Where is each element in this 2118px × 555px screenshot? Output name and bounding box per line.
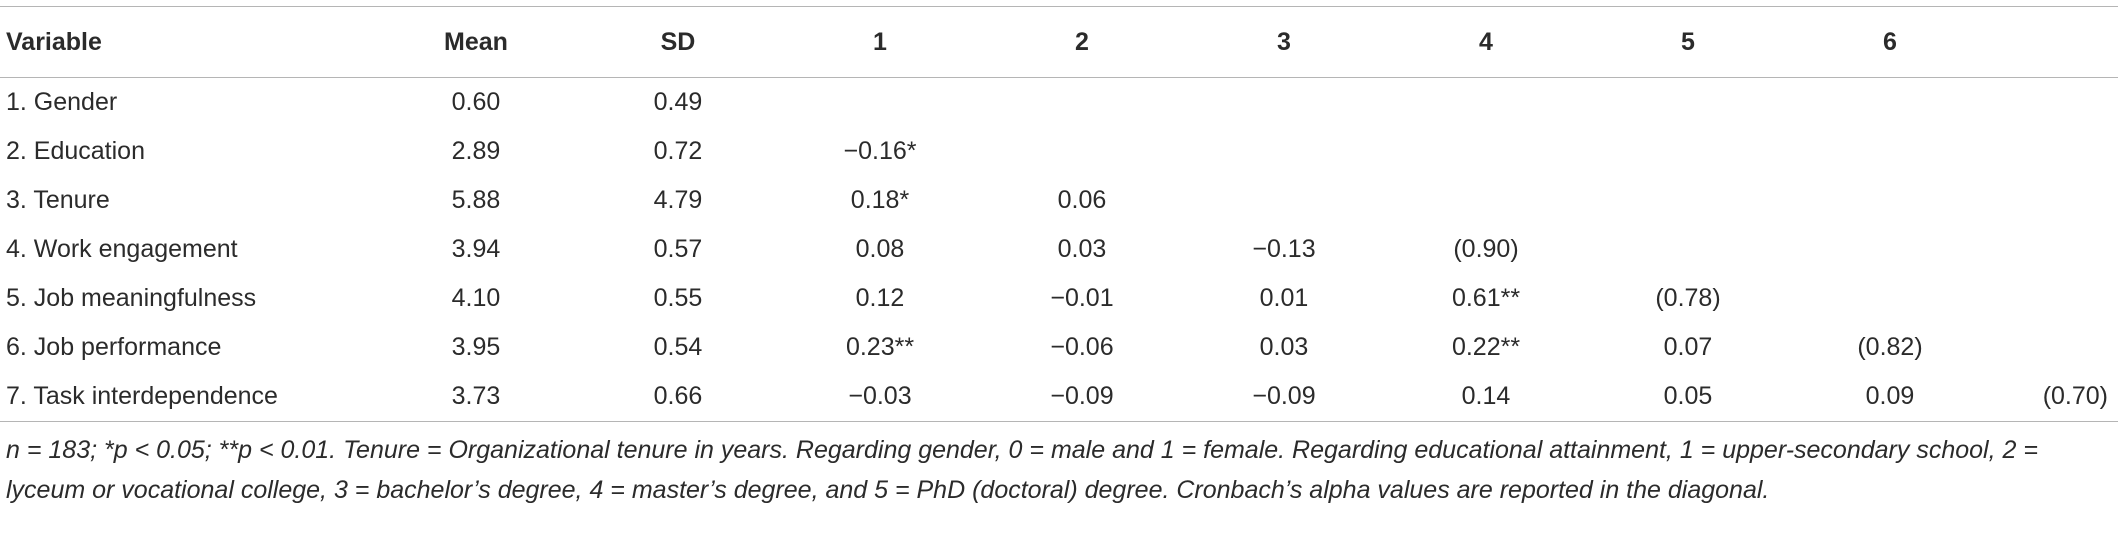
table-cell: 0.49 — [653, 88, 703, 116]
table-cell: 0.09 — [1865, 382, 1915, 410]
table-cell: 0.08 — [855, 235, 905, 263]
table-cell: 0.61** — [1451, 284, 1521, 312]
table-cell: 4.10 — [451, 284, 501, 312]
table-cell — [1991, 78, 2118, 128]
table-row: 6. Job performance 3.95 0.54 0.23** −0.06 0.0… — [0, 323, 2118, 372]
table-cell: −0.09 — [1252, 382, 1316, 410]
table-cell — [1789, 176, 1991, 225]
table-note: n = 183; *p < 0.05; **p < 0.01. Tenure =… — [6, 436, 2038, 504]
table-header: Variable Mean SD 1 2 3 4 5 6 — [0, 6, 2118, 78]
table-cell — [1789, 225, 1991, 274]
table-cell: 1. Gender — [6, 88, 118, 116]
header-cell: 2 — [1075, 27, 1089, 56]
table-cell: 0.66 — [653, 382, 703, 410]
header-cell: Mean — [444, 27, 508, 56]
table-cell: 0.12 — [855, 284, 905, 312]
header-cell: 6 — [1883, 27, 1897, 56]
table-cell: −0.16* — [843, 137, 917, 165]
table-cell — [1183, 127, 1385, 176]
table-cell — [1789, 127, 1991, 176]
table-body: 1. Gender 0.60 0.49 2. Education 2.89 0.72 −0.… — [0, 78, 2118, 422]
table-row: 4. Work engagement 3.94 0.57 0.08 0.03 −0.13 (… — [0, 225, 2118, 274]
header-cell — [1991, 7, 2118, 78]
table-cell: −0.06 — [1050, 333, 1114, 361]
table-cell — [1385, 78, 1587, 128]
table-cell — [1183, 176, 1385, 225]
table-cell — [779, 78, 981, 128]
table-cell: 5. Job meaningfulness — [6, 284, 257, 312]
table-cell — [1385, 127, 1587, 176]
table-cell — [1789, 274, 1991, 323]
table-row: 3. Tenure 5.88 4.79 0.18* 0.06 — [0, 176, 2118, 225]
table-row: 1. Gender 0.60 0.49 — [0, 78, 2118, 128]
header-cell: 3 — [1277, 27, 1291, 56]
table-cell: 0.72 — [653, 137, 703, 165]
table-cell: 0.54 — [653, 333, 703, 361]
table-cell: 0.03 — [1057, 235, 1107, 263]
header-cell: 4 — [1479, 27, 1493, 56]
table-cell: 0.07 — [1663, 333, 1713, 361]
table-cell: 3.73 — [451, 382, 501, 410]
table-cell — [1587, 176, 1789, 225]
table-cell: 0.03 — [1259, 333, 1309, 361]
table-cell: 4. Work engagement — [6, 235, 238, 263]
table-cell: 0.06 — [1057, 186, 1107, 214]
table-cell: 0.18* — [850, 186, 910, 214]
table-cell: −0.03 — [848, 382, 912, 410]
table-cell: (0.90) — [1453, 235, 1519, 263]
table-cell: −0.13 — [1252, 235, 1316, 263]
table-cell: 7. Task interdependence — [6, 382, 278, 410]
table-row: 7. Task interdependence 3.73 0.66 −0.03 −0.0… — [0, 372, 2118, 422]
table-cell — [1587, 78, 1789, 128]
header-cell: Variable — [6, 27, 102, 56]
table-cell: 4.79 — [653, 186, 703, 214]
table-row: 2. Education 2.89 0.72 −0.16* — [0, 127, 2118, 176]
table-cell: (0.78) — [1655, 284, 1721, 312]
table-cell — [1991, 225, 2118, 274]
table-cell — [1587, 225, 1789, 274]
table-cell — [1587, 127, 1789, 176]
table-cell: 3.94 — [451, 235, 501, 263]
table-cell: 3. Tenure — [6, 186, 110, 214]
table-cell: 0.22** — [1451, 333, 1521, 361]
table-cell: −0.09 — [1050, 382, 1114, 410]
header-cell: 1 — [873, 27, 887, 56]
table-cell — [1385, 176, 1587, 225]
header-row: Variable Mean SD 1 2 3 4 5 6 — [0, 6, 2118, 78]
table-cell — [1991, 274, 2118, 323]
table-cell: (0.82) — [1857, 333, 1923, 361]
header-cell: 5 — [1681, 27, 1695, 56]
table-row: 5. Job meaningfulness 4.10 0.55 0.12 −0.01 0.… — [0, 274, 2118, 323]
table-cell: 0.23** — [845, 333, 915, 361]
table-cell: 0.01 — [1259, 284, 1309, 312]
table-cell — [981, 78, 1183, 128]
table-cell: 0.14 — [1461, 382, 1511, 410]
table-container: Variable Mean SD 1 2 3 4 5 6 1. Gender 0.60 0.49 2.… — [0, 6, 2118, 504]
table-cell: 3.95 — [451, 333, 501, 361]
header-cell: SD — [660, 27, 696, 56]
table-cell: 2. Education — [6, 137, 145, 165]
table-cell: 0.55 — [653, 284, 703, 312]
table-cell — [1991, 323, 2118, 372]
table-cell — [1183, 78, 1385, 128]
table-cell: 0.60 — [451, 88, 501, 116]
table-cell: −0.01 — [1050, 284, 1114, 312]
table-cell — [1789, 78, 1991, 128]
table-cell — [1991, 127, 2118, 176]
table-cell: 0.57 — [653, 235, 703, 263]
table-cell: 0.05 — [1663, 382, 1713, 410]
correlation-table: Variable Mean SD 1 2 3 4 5 6 1. Gender 0.60 0.49 2.… — [0, 6, 2118, 422]
table-cell: 5.88 — [451, 186, 501, 214]
table-cell: (0.70) — [2042, 382, 2108, 410]
table-cell — [981, 127, 1183, 176]
table-cell: 2.89 — [451, 137, 501, 165]
table-cell — [1991, 176, 2118, 225]
table-cell: 6. Job performance — [6, 333, 222, 361]
